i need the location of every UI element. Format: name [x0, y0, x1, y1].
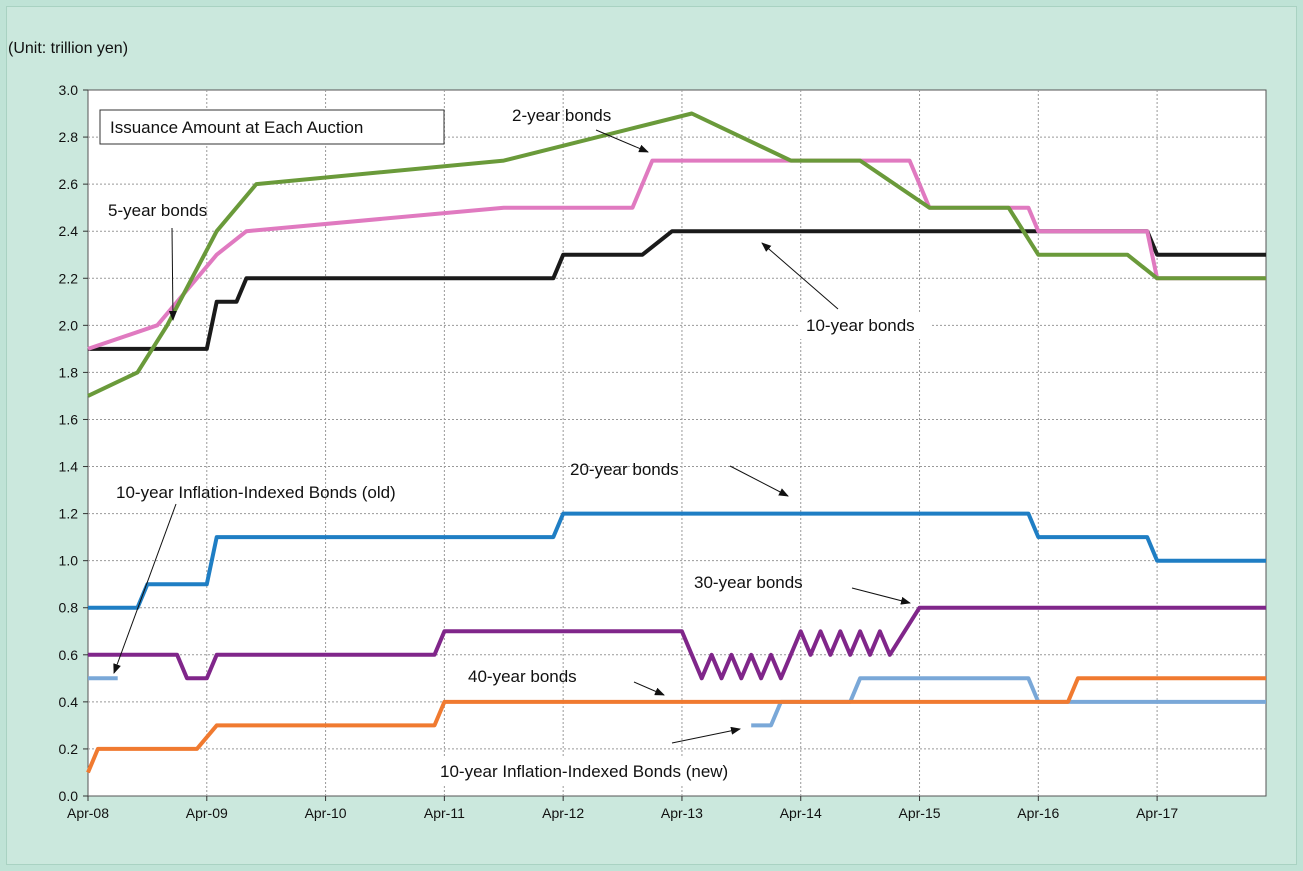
- annotation-label: 40-year bonds: [468, 667, 577, 686]
- x-tick-label: Apr-09: [186, 805, 228, 821]
- chart-title-box: [99, 109, 445, 145]
- annotation-arrow: [168, 227, 177, 321]
- annotation-arrow: [761, 242, 839, 310]
- y-tick-label: 3.0: [59, 82, 79, 98]
- x-tick-label: Apr-08: [67, 805, 109, 821]
- annotation-label: 20-year bonds: [570, 460, 679, 479]
- annotation-bg: [432, 758, 781, 785]
- y-tick-label: 2.6: [59, 176, 79, 192]
- annotation-arrow: [595, 129, 649, 153]
- series-layer: [86, 111, 1266, 774]
- y-tick-label: 0.4: [59, 694, 79, 710]
- series-line-1: [87, 158, 1266, 351]
- series-line-7: [751, 676, 1266, 728]
- annotation-label: 30-year bonds: [694, 573, 803, 592]
- annotation-label: 10-year Inflation-Indexed Bonds (old): [116, 483, 396, 502]
- series-line-3: [88, 511, 1266, 610]
- x-tick-label: Apr-14: [780, 805, 822, 821]
- y-tick-label: 1.2: [59, 506, 79, 522]
- y-tick-label: 2.2: [59, 270, 79, 286]
- annotation-label: 5-year bonds: [108, 201, 207, 220]
- series-line-0: [87, 111, 1266, 398]
- annotation-bg: [798, 312, 931, 339]
- y-tick-label: 0.8: [59, 600, 79, 616]
- y-tick-label: 1.6: [59, 411, 79, 427]
- y-tick-label: 0.2: [59, 741, 79, 757]
- y-tick-label: 0.6: [59, 647, 79, 663]
- annotation-label: 2-year bonds: [512, 106, 611, 125]
- x-tick-label: Apr-10: [305, 805, 347, 821]
- series-line-4: [88, 605, 1266, 681]
- annotation-arrow: [113, 503, 177, 674]
- annotation-arrow: [729, 465, 789, 497]
- x-tick-label: Apr-17: [1136, 805, 1178, 821]
- annotation-label: 10-year Inflation-Indexed Bonds (new): [440, 762, 728, 781]
- x-tick-label: Apr-12: [542, 805, 584, 821]
- y-tick-label: 1.4: [59, 459, 79, 475]
- unit-label: (Unit: trillion yen): [8, 40, 129, 57]
- series-line-5: [86, 676, 1266, 774]
- y-tick-label: 2.8: [59, 129, 79, 145]
- x-tick-label: Apr-13: [661, 805, 703, 821]
- annotation-arrow: [851, 587, 911, 605]
- y-tick-label: 0.0: [59, 788, 79, 804]
- x-tick-label: Apr-16: [1017, 805, 1059, 821]
- x-tick-label: Apr-11: [424, 805, 465, 821]
- chart-title: Issuance Amount at Each Auction: [110, 118, 363, 137]
- plot-area: [87, 89, 1267, 797]
- y-tick-label: 2.4: [59, 223, 79, 239]
- annotation-arrow: [633, 681, 665, 696]
- y-tick-label: 2.0: [59, 317, 79, 333]
- y-tick-label: 1.0: [59, 553, 79, 569]
- y-tick-label: 1.8: [59, 364, 79, 380]
- axes: 0.0 0.2 0.4 0.6 0.8 1.0 1.2 1.4 1.6 1.8 2.0 2.2 2.4 2…: [59, 82, 1179, 821]
- x-tick-label: Apr-15: [899, 805, 941, 821]
- annotation-layer: 2-year bonds 5-year bonds 10-year bonds 20-…: [99, 106, 931, 785]
- annotation-arrow: [671, 726, 741, 744]
- annotation-label: 10-year bonds: [806, 316, 915, 335]
